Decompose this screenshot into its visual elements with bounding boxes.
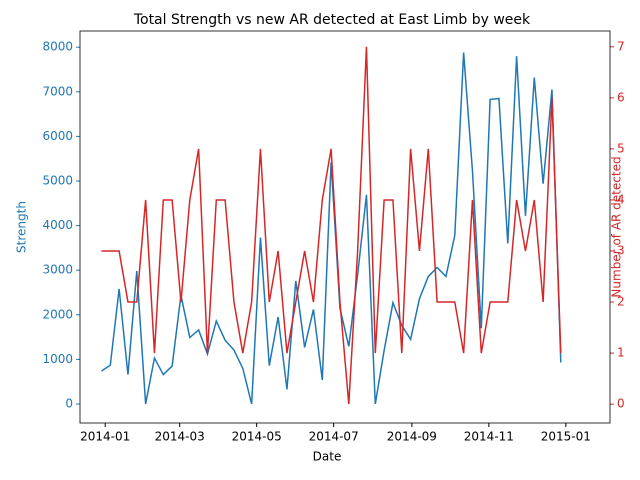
series-line	[101, 52, 562, 405]
y2-tick-label: 3	[617, 243, 625, 257]
y2-tick-label: 4	[617, 192, 625, 206]
y-tick-label: 7000	[42, 84, 73, 98]
y-tick-label: 5000	[42, 173, 73, 187]
y-tick-label: 4000	[42, 218, 73, 232]
y2-axis-label: Number of AR detected	[610, 156, 624, 297]
x-tick-label: 2014-03	[155, 430, 205, 444]
y-tick-label: 8000	[42, 40, 73, 54]
y-tick-label: 0	[65, 396, 73, 410]
x-axis-label: Date	[313, 450, 342, 464]
chart-title: Total Strength vs new AR detected at Eas…	[133, 12, 531, 28]
x-tick-label: 2014-05	[232, 430, 282, 444]
y-tick-label: 1000	[42, 352, 73, 366]
y2-tick-label: 2	[617, 295, 625, 309]
x-tick-label: 2014-09	[387, 430, 437, 444]
y-tick-label: 3000	[42, 263, 73, 277]
x-tick-label: 2014-01	[80, 430, 130, 444]
y2-tick-label: 5	[617, 141, 625, 155]
plot-frame	[79, 30, 611, 424]
y-axis-label: Strength	[15, 201, 29, 253]
y2-tick-label: 1	[617, 346, 625, 360]
y2-tick-label: 6	[617, 90, 625, 104]
x-tick-label: 2014-07	[309, 430, 359, 444]
x-tick-label: 2014-11	[464, 430, 514, 444]
y-tick-label: 6000	[42, 129, 73, 143]
y-tick-label: 2000	[42, 307, 73, 321]
y2-tick-label: 7	[617, 39, 625, 53]
y2-tick-label: 0	[617, 397, 625, 411]
series-line	[101, 46, 562, 405]
x-tick-label: 2015-01	[541, 430, 591, 444]
